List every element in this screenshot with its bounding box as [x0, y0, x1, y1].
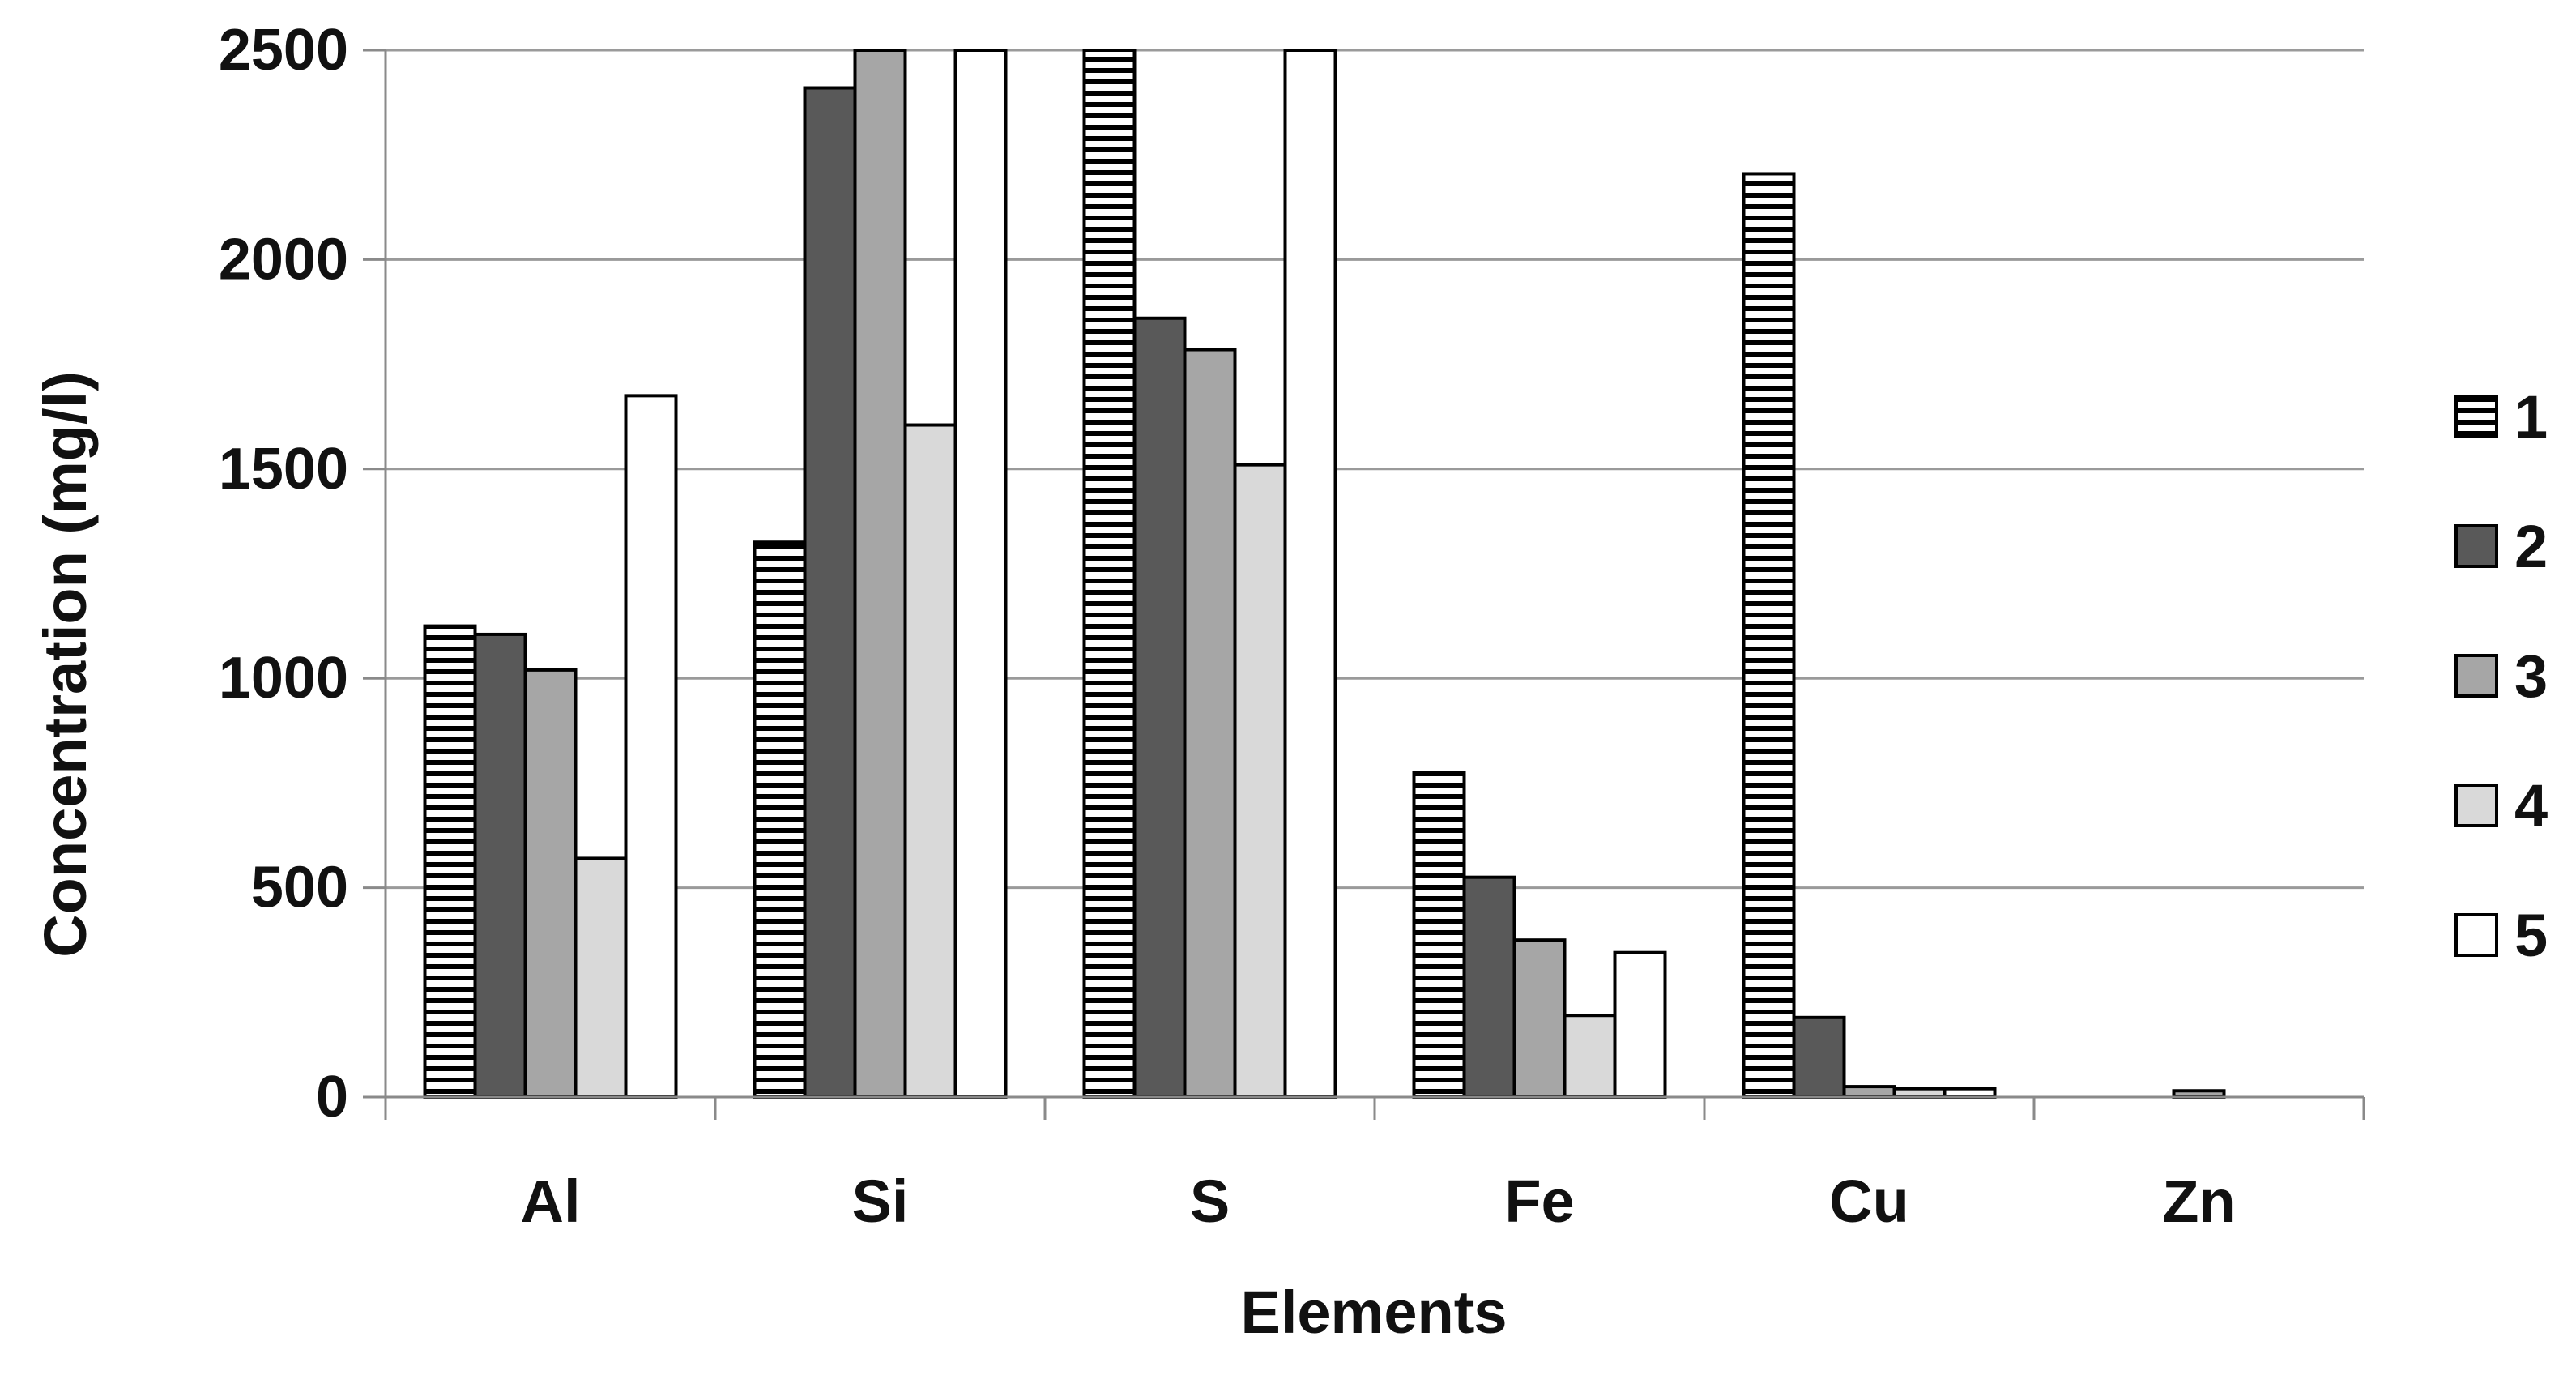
y-tick-label: 1000 [219, 646, 348, 711]
x-tick-label: Fe [1504, 1168, 1574, 1235]
bar-Cu-series-1 [1742, 172, 1796, 1099]
bar-Si-series-4 [903, 423, 957, 1099]
bar-S-series-5 [1283, 49, 1337, 1099]
legend-label-1: 1 [2514, 383, 2548, 451]
bar-Si-series-3 [853, 49, 907, 1099]
legend-swatch-4 [2454, 784, 2498, 827]
y-tick-label: 0 [316, 1065, 348, 1129]
x-axis-title: Elements [1240, 1279, 1507, 1346]
y-axis-title: Concentration (mg/l) [32, 371, 99, 958]
y-tick-label: 500 [251, 856, 348, 920]
bar-Al-series-1 [423, 624, 477, 1099]
bar-Cu-series-2 [1792, 1015, 1846, 1099]
y-tick-labels: 0 500 1000 1500 2000 2500 [219, 18, 348, 1129]
bar-Si-series-2 [803, 86, 857, 1100]
bar-Al-series-4 [574, 856, 628, 1099]
bar-series-group [423, 49, 2226, 1100]
legend-swatch-1 [2454, 395, 2498, 438]
x-tick-label: S [1190, 1168, 1230, 1235]
legend-label-5: 5 [2514, 902, 2548, 969]
legend-swatch-5 [2454, 913, 2498, 957]
bar-Cu-series-4 [1892, 1087, 1947, 1099]
gridlines [386, 49, 2364, 890]
x-tick-labels: Al Si S Fe Cu Zn [521, 1168, 2236, 1235]
bar-S-series-1 [1082, 49, 1137, 1099]
x-tick-label: Al [521, 1168, 581, 1235]
y-tick-label: 2500 [219, 18, 348, 83]
bar-Cu-series-5 [1943, 1087, 1997, 1099]
bar-Fe-series-2 [1462, 875, 1516, 1100]
bar-S-series-4 [1233, 463, 1287, 1099]
bar-Al-series-3 [523, 668, 578, 1099]
x-tick-label: Si [852, 1168, 909, 1235]
bar-Si-series-5 [953, 49, 1008, 1099]
bar-Si-series-1 [753, 540, 807, 1099]
bar-Fe-series-1 [1412, 771, 1466, 1099]
bar-Fe-series-5 [1613, 950, 1667, 1099]
bar-Cu-series-3 [1842, 1085, 1896, 1099]
bar-S-series-3 [1183, 348, 1237, 1099]
bar-S-series-2 [1132, 316, 1187, 1099]
axes [363, 49, 2365, 1120]
legend-label-3: 3 [2514, 643, 2548, 710]
legend-swatch-3 [2454, 654, 2498, 698]
x-tick-label: Cu [1829, 1168, 1909, 1235]
bar-Fe-series-3 [1512, 938, 1567, 1099]
y-tick-label: 2000 [219, 227, 348, 292]
x-tick-label: Zn [2162, 1168, 2235, 1235]
legend-label-4: 4 [2514, 772, 2548, 839]
bar-Al-series-2 [473, 632, 527, 1099]
legend: 1 2 3 4 5 [2454, 383, 2548, 969]
legend-label-2: 2 [2514, 513, 2548, 580]
y-tick-label: 1500 [219, 437, 348, 502]
bar-Fe-series-4 [1563, 1014, 1617, 1099]
bar-Al-series-5 [624, 394, 678, 1099]
legend-swatch-2 [2454, 524, 2498, 568]
